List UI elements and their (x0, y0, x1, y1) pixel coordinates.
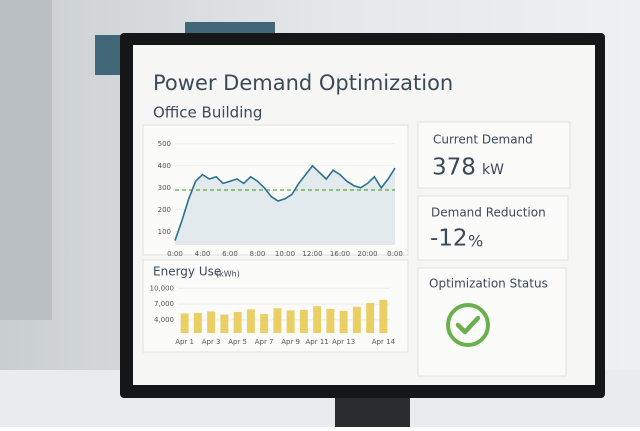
x-tick-label: 4:00 (195, 250, 211, 258)
x-tick-label: 8:00 (250, 250, 266, 258)
energy-panel (142, 259, 409, 353)
bar (246, 309, 255, 333)
card (417, 121, 571, 189)
status-check (455, 315, 481, 335)
bar (352, 306, 361, 333)
x-tick-label: 0:00 (387, 250, 403, 258)
x-tick-label: 10:00 (275, 250, 295, 258)
x-tick-label: 0:00 (167, 250, 183, 258)
x-tick-label: 12:00 (302, 250, 322, 258)
x-tick-label: Apr 9 (281, 338, 300, 346)
wall-panel (0, 0, 52, 320)
x-tick-label: Apr 13 (332, 338, 355, 346)
status-icon (446, 303, 490, 347)
line-area (175, 165, 395, 245)
card-label: Current Demand (433, 133, 533, 147)
bar (207, 311, 216, 333)
bar (220, 314, 229, 333)
bar (193, 313, 202, 333)
card-value: -12 (430, 226, 468, 252)
y-tick-label: 10,000 (150, 284, 175, 292)
card (417, 267, 567, 377)
x-tick-label: Apr 5 (228, 338, 247, 346)
bar (313, 306, 322, 333)
bar (273, 308, 282, 333)
page-title: Power Demand Optimization (153, 71, 453, 95)
card-value: 378 (432, 155, 476, 181)
y-tick-label: 400 (158, 162, 171, 170)
page-subtitle: Office Building (153, 104, 262, 122)
x-tick-label: Apr 1 (175, 338, 194, 346)
card-unit: % (468, 232, 483, 251)
card-unit: kW (482, 162, 504, 178)
chart-unit: (kWh) (216, 270, 240, 279)
demand-line (174, 164, 396, 241)
y-tick-label: 100 (158, 228, 171, 236)
x-tick-label: Apr 3 (202, 338, 221, 346)
bar (339, 310, 348, 333)
x-tick-label: Apr 14 (372, 338, 396, 346)
card-label: Optimization Status (429, 277, 548, 291)
bar (180, 313, 189, 333)
y-tick-label: 300 (158, 184, 171, 192)
bar (379, 299, 388, 333)
y-tick-label: 500 (158, 140, 171, 148)
bar (260, 314, 269, 333)
y-tick-label: 7,000 (154, 300, 174, 308)
bar (286, 310, 295, 333)
x-tick-label: 20:00 (357, 250, 377, 258)
x-tick-label: 16:00 (330, 250, 350, 258)
x-tick-label: Apr 11 (306, 338, 329, 346)
card-label: Demand Reduction (431, 206, 546, 220)
x-tick-label: 6:00 (222, 250, 238, 258)
bar (233, 311, 242, 333)
card (417, 195, 569, 261)
y-tick-label: 200 (158, 206, 171, 214)
bar (366, 303, 375, 333)
bar (326, 308, 335, 333)
chart-title: Energy Use (153, 265, 221, 279)
x-tick-label: Apr 7 (255, 338, 274, 346)
bar (299, 309, 308, 333)
y-tick-label: 4,000 (154, 316, 174, 324)
